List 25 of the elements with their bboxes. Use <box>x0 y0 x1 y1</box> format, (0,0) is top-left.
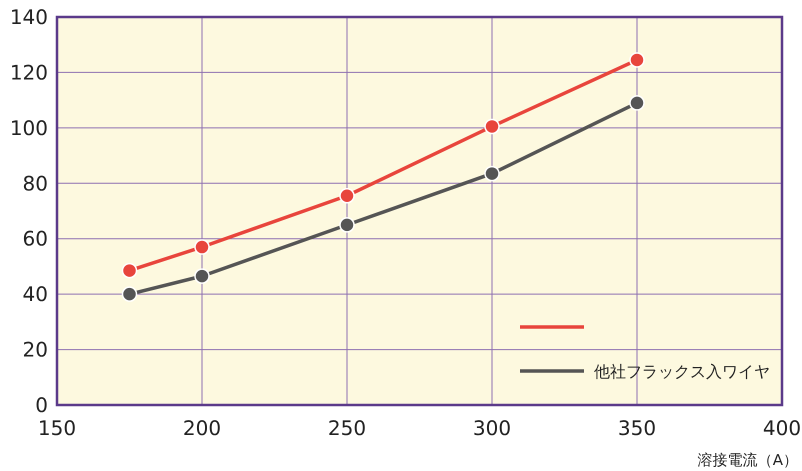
point <box>122 286 138 302</box>
point <box>122 262 138 278</box>
y-tick-label: 0 <box>35 393 48 417</box>
point <box>484 166 500 182</box>
y-tick-label: 80 <box>22 171 48 196</box>
x-tick-label: 350 <box>618 416 656 440</box>
y-tick-label: 40 <box>22 282 48 306</box>
x-tick-label: 150 <box>38 416 76 440</box>
point <box>339 217 355 233</box>
x-tick-label: 400 <box>762 416 802 440</box>
y-tick-label: 20 <box>22 338 48 362</box>
point <box>339 188 355 204</box>
x-tick-label: 200 <box>182 416 222 440</box>
point <box>484 118 500 134</box>
point <box>629 95 645 111</box>
x-tick-label: 300 <box>472 416 512 440</box>
y-tick-label: 60 <box>22 226 48 251</box>
y-tick-label: 100 <box>10 116 48 140</box>
x-tick-label: 250 <box>328 416 366 440</box>
point <box>194 239 210 255</box>
point <box>629 52 645 68</box>
x-axis-title: 溶接電流（A） <box>698 451 798 469</box>
point <box>194 268 210 284</box>
y-tick-label: 140 <box>10 5 48 29</box>
y-tick-label: 120 <box>10 60 48 84</box>
